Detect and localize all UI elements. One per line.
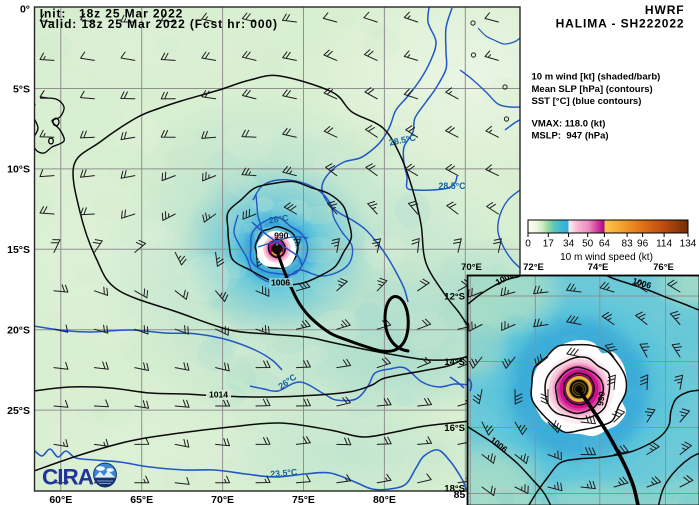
svg-text:HWRF: HWRF	[645, 3, 685, 17]
svg-text:25°S: 25°S	[7, 405, 30, 417]
svg-text:16°S: 16°S	[444, 423, 465, 434]
svg-text:1014: 1014	[209, 390, 228, 400]
svg-text:17: 17	[543, 239, 555, 250]
svg-text:65°E: 65°E	[130, 494, 153, 505]
svg-text:5°S: 5°S	[13, 83, 30, 95]
svg-text:20°S: 20°S	[7, 325, 30, 337]
svg-text:50: 50	[582, 239, 594, 250]
svg-text:CIRA: CIRA	[42, 465, 94, 490]
svg-text:Init: 18z 25 Mar 2022: Init: 18z 25 Mar 2022	[40, 6, 183, 20]
svg-text:12°S: 12°S	[444, 292, 465, 303]
svg-text:Mean SLP [hPa] (contours): Mean SLP [hPa] (contours)	[532, 84, 653, 95]
svg-text:18°S: 18°S	[444, 484, 465, 495]
svg-text:0°: 0°	[20, 4, 30, 16]
svg-text:10 m wind [kt] (shaded/barb): 10 m wind [kt] (shaded/barb)	[532, 72, 661, 83]
svg-text:1006: 1006	[494, 269, 516, 287]
svg-text:SST [°C] (blue contours): SST [°C] (blue contours)	[532, 96, 642, 107]
svg-text:VMAX: 118.0 (kt): VMAX: 118.0 (kt)	[532, 118, 606, 129]
svg-text:70°E: 70°E	[211, 494, 234, 505]
svg-text:1006: 1006	[271, 277, 290, 287]
svg-text:10 m wind speed (kt): 10 m wind speed (kt)	[560, 252, 653, 263]
svg-text:114: 114	[656, 239, 672, 250]
svg-text:14°S: 14°S	[444, 357, 465, 368]
svg-text:64: 64	[599, 239, 611, 250]
svg-text:74°E: 74°E	[588, 262, 609, 273]
svg-text:96: 96	[637, 239, 649, 250]
svg-text:28.5°C: 28.5°C	[439, 181, 467, 191]
svg-text:Valid: 18z 25 Mar 2022 (Fcst h: Valid: 18z 25 Mar 2022 (Fcst hr: 000)	[40, 17, 278, 31]
svg-text:80°E: 80°E	[373, 494, 396, 505]
svg-text:HALIMA - SH222022: HALIMA - SH222022	[556, 17, 685, 31]
svg-text:60°E: 60°E	[49, 494, 72, 505]
svg-text:85: 85	[454, 489, 466, 501]
svg-text:23.5°C: 23.5°C	[270, 467, 298, 479]
svg-text:0: 0	[525, 239, 531, 250]
svg-text:76°E: 76°E	[653, 262, 674, 273]
svg-text:75°E: 75°E	[292, 494, 315, 505]
svg-text:83: 83	[622, 239, 634, 250]
svg-text:134: 134	[680, 239, 697, 250]
svg-text:MSLP: 947 (hPa): MSLP: 947 (hPa)	[532, 131, 609, 142]
svg-text:70°E: 70°E	[461, 262, 482, 273]
svg-text:26°C: 26°C	[268, 213, 289, 226]
svg-text:990: 990	[595, 391, 607, 407]
svg-text:10°S: 10°S	[7, 164, 30, 176]
svg-text:15°S: 15°S	[7, 244, 30, 256]
svg-text:990: 990	[274, 231, 289, 241]
svg-text:72°E: 72°E	[523, 262, 544, 273]
svg-text:34: 34	[563, 239, 575, 250]
